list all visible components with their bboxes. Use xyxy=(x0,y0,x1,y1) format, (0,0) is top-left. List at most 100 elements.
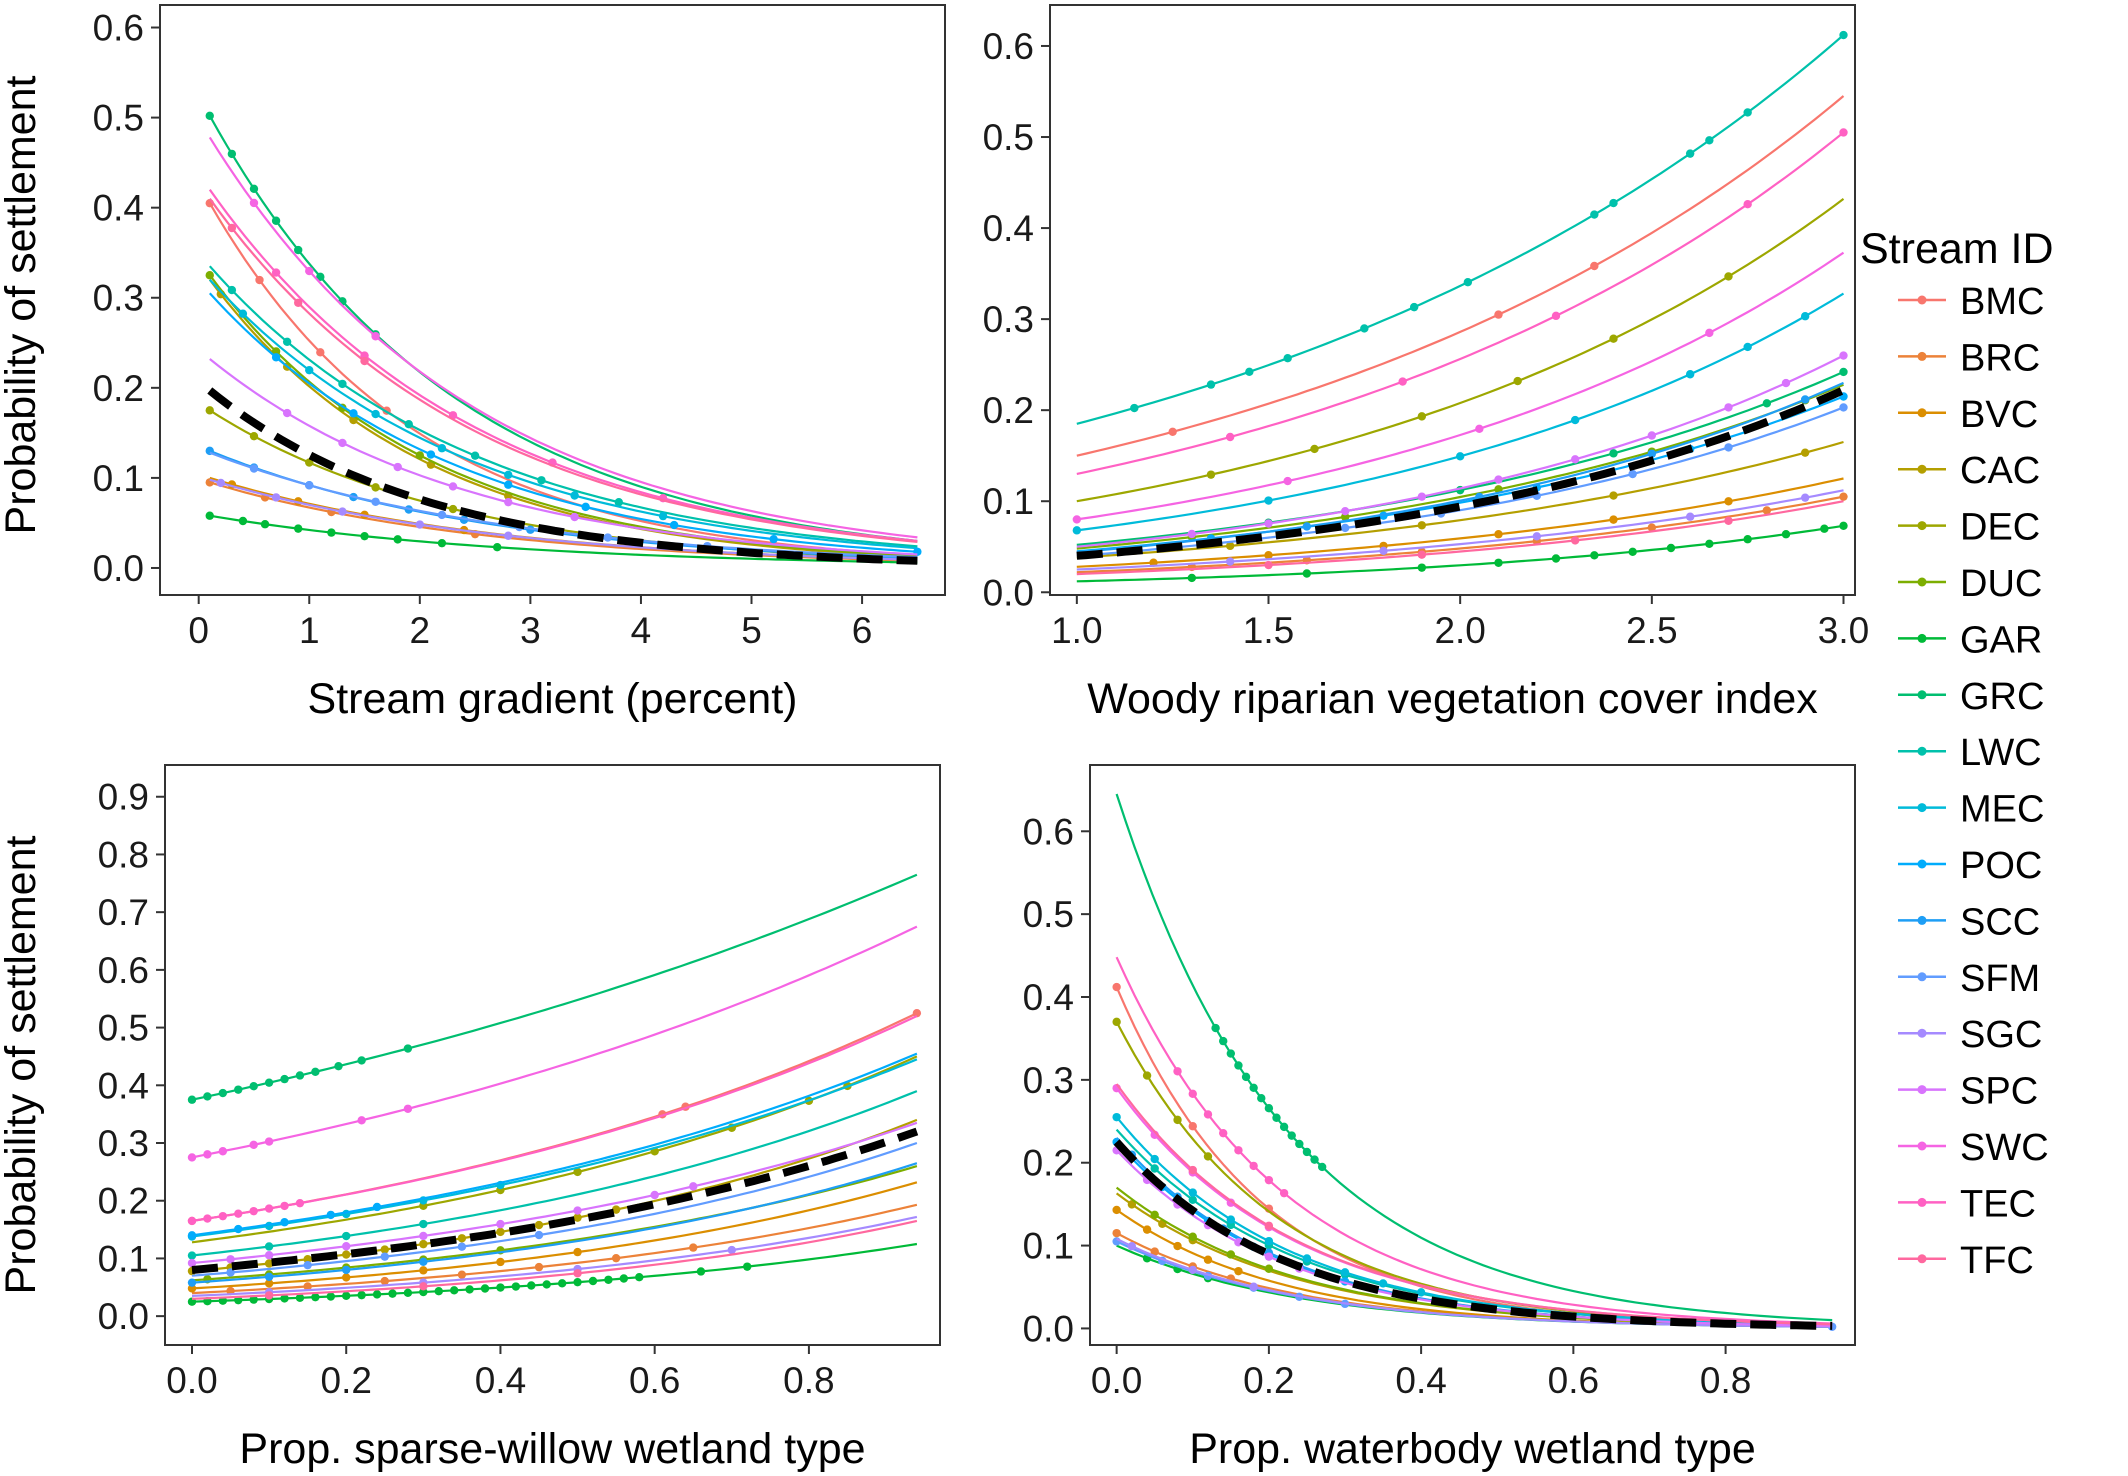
data-point xyxy=(357,1116,366,1125)
data-point xyxy=(187,1095,197,1104)
y-tick-label: 0.5 xyxy=(1023,894,1074,935)
data-point xyxy=(611,1205,621,1214)
data-point xyxy=(415,451,425,460)
y-tick-label: 0.4 xyxy=(93,188,144,229)
data-point xyxy=(1417,412,1427,421)
data-point xyxy=(1647,523,1657,532)
data-point xyxy=(1781,378,1791,388)
series-TEC xyxy=(187,1015,918,1226)
data-point xyxy=(1551,311,1561,321)
data-point xyxy=(426,450,436,459)
data-point xyxy=(1272,1113,1281,1122)
data-point xyxy=(305,458,314,467)
series-BMC xyxy=(205,198,918,557)
data-point xyxy=(1302,1254,1312,1263)
legend-item-TFC: TFC xyxy=(1898,1240,2034,1282)
data-point xyxy=(1532,532,1542,541)
data-point xyxy=(1302,522,1312,531)
data-point xyxy=(581,502,590,512)
data-point xyxy=(218,1211,228,1221)
data-point xyxy=(635,1272,644,1282)
data-point xyxy=(696,1267,706,1276)
data-point xyxy=(534,1220,544,1230)
x-tick-label: 0.4 xyxy=(1395,1360,1446,1401)
data-point xyxy=(1188,1089,1197,1099)
y-tick-label: 0.2 xyxy=(983,390,1034,431)
data-point xyxy=(588,1276,598,1286)
data-point xyxy=(1295,1139,1304,1149)
legend-key-point xyxy=(1917,972,1927,982)
y-tick-label: 0.0 xyxy=(983,572,1034,613)
data-point xyxy=(338,379,347,389)
legend-key-point xyxy=(1917,690,1927,700)
data-point xyxy=(1225,541,1235,551)
x-tick-label: 0.2 xyxy=(321,1360,372,1401)
data-point xyxy=(1609,198,1618,208)
series-line xyxy=(1076,292,1845,532)
data-point xyxy=(187,1153,197,1162)
series-line xyxy=(191,1090,918,1257)
legend-label: SWC xyxy=(1960,1127,2049,1169)
data-point xyxy=(1206,470,1216,479)
data-point xyxy=(264,1259,274,1268)
data-point xyxy=(357,1056,366,1065)
data-point xyxy=(619,1274,629,1283)
data-point xyxy=(419,1282,428,1291)
data-point xyxy=(1279,1122,1289,1132)
data-point xyxy=(294,245,303,255)
data-point xyxy=(295,1071,305,1080)
data-point xyxy=(403,1288,413,1298)
x-axis-title: Prop. waterbody wetland type xyxy=(1189,1425,1756,1473)
y-tick-label: 0.2 xyxy=(93,368,144,409)
series-line xyxy=(191,1012,918,1222)
data-point xyxy=(271,268,281,277)
data-point xyxy=(669,520,679,530)
overall-dashed-line xyxy=(1076,386,1846,560)
data-point xyxy=(1494,558,1503,567)
data-point xyxy=(294,298,303,307)
x-tick-label: 6 xyxy=(852,610,873,651)
y-tick-label: 0.5 xyxy=(98,1008,149,1049)
series-SCC xyxy=(187,1162,918,1287)
x-tick-label: 0 xyxy=(188,610,209,651)
data-point xyxy=(449,1286,459,1295)
data-point xyxy=(1743,342,1752,352)
data-point xyxy=(437,444,447,453)
data-point xyxy=(1743,535,1752,544)
data-point xyxy=(1724,497,1733,506)
series-line xyxy=(1076,198,1845,503)
legend-key-point xyxy=(1917,351,1927,361)
data-point xyxy=(1264,1221,1274,1230)
data-point xyxy=(573,1277,582,1287)
data-point xyxy=(249,1140,258,1150)
data-point xyxy=(1264,1264,1274,1273)
legend-label: CAC xyxy=(1960,450,2040,492)
data-point xyxy=(689,1182,698,1191)
data-point xyxy=(504,497,513,507)
series-line xyxy=(1076,500,1844,576)
data-point xyxy=(1666,543,1676,553)
legend-item-SCC: SCC xyxy=(1898,901,2040,943)
data-point xyxy=(1225,432,1235,442)
data-point xyxy=(205,111,214,120)
panel-frame xyxy=(1089,764,1856,1346)
data-point xyxy=(1724,403,1733,412)
y-axis-title-bottom: Probability of settlement xyxy=(0,836,45,1295)
data-point xyxy=(227,223,237,233)
series-GAR xyxy=(205,511,918,564)
data-point xyxy=(303,1260,312,1270)
data-point xyxy=(1112,1112,1121,1122)
data-point xyxy=(769,534,778,544)
legend-key-point xyxy=(1917,1254,1927,1264)
data-point xyxy=(573,1213,582,1222)
series-SWC xyxy=(1112,1083,1833,1326)
data-point xyxy=(342,1265,351,1275)
legend-label: SCC xyxy=(1960,901,2040,943)
data-point xyxy=(380,1276,389,1286)
data-point xyxy=(419,1219,428,1229)
data-point xyxy=(1249,1161,1258,1171)
data-point xyxy=(371,409,380,419)
data-point xyxy=(1264,496,1273,505)
x-tick-label: 0.8 xyxy=(1700,1360,1751,1401)
data-point xyxy=(448,482,458,491)
